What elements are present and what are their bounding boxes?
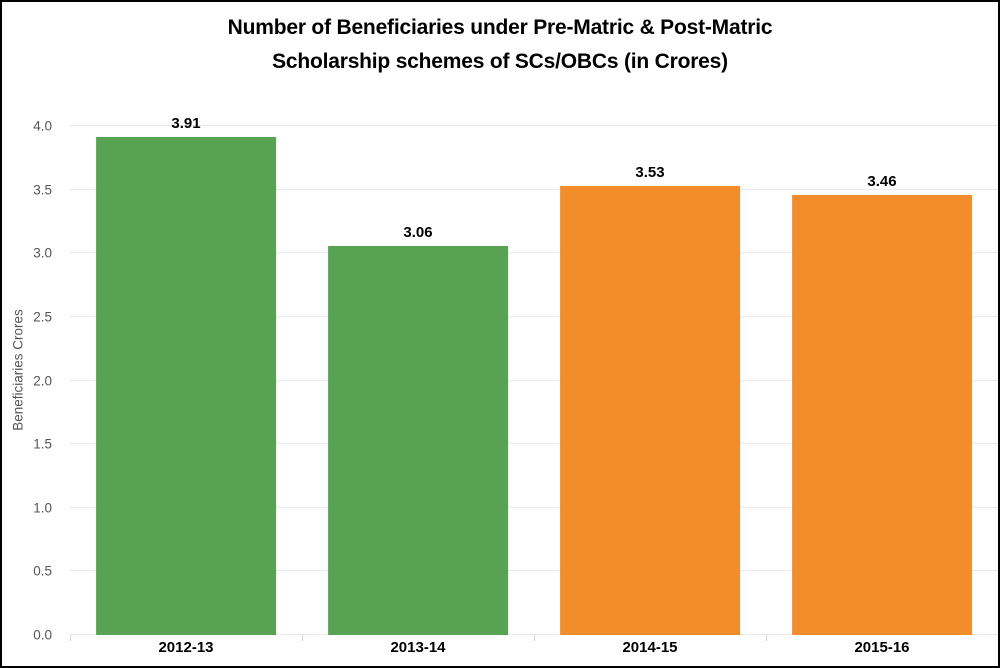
bar-value-label: 3.06 bbox=[403, 223, 433, 241]
gridline bbox=[70, 506, 998, 508]
x-boundary-tick bbox=[766, 635, 767, 641]
x-boundary-tick bbox=[998, 635, 999, 641]
gridline bbox=[70, 379, 998, 381]
y-tick-label: 3.0 bbox=[33, 245, 52, 261]
x-tick-label: 2014-15 bbox=[622, 639, 678, 656]
y-axis: 0.0 0.5 1.0 1.5 2.0 2.5 3.0 3.5 4.0 bbox=[2, 119, 58, 643]
x-boundary-tick bbox=[70, 635, 71, 641]
bar-slot: 3.46 bbox=[766, 126, 998, 635]
plot-area: 3.91 3.06 3.53 3.46 bbox=[70, 115, 998, 641]
y-tick-label: 2.0 bbox=[33, 373, 52, 388]
bar-2015-16: 3.46 bbox=[792, 173, 972, 635]
chart-title-line-2: Scholarship schemes of SCs/OBCs (in Cror… bbox=[272, 50, 728, 73]
bar-2012-13: 3.91 bbox=[96, 115, 276, 635]
y-tick-label: 1.0 bbox=[33, 500, 52, 516]
gridline bbox=[70, 634, 998, 635]
y-tick-label: 3.5 bbox=[33, 182, 52, 198]
bar-slot: 3.91 bbox=[70, 115, 302, 635]
gridline bbox=[70, 570, 998, 572]
y-tick-label: 4.0 bbox=[33, 118, 52, 134]
x-tick-label: 2015-16 bbox=[854, 639, 910, 656]
x-boundary-tick bbox=[302, 635, 303, 641]
bar-value-label: 3.91 bbox=[171, 115, 201, 133]
x-axis: 2012-13 2013-14 2014-15 2015-16 bbox=[70, 639, 998, 663]
x-tick-label: 2012-13 bbox=[158, 639, 214, 656]
gridline bbox=[70, 315, 998, 317]
bar-value-label: 3.46 bbox=[867, 172, 897, 190]
bar-value-label: 3.53 bbox=[635, 163, 665, 181]
y-tick-label: 1.5 bbox=[33, 436, 52, 452]
x-tick-label: 2013-14 bbox=[390, 639, 446, 656]
chart-title-line-1: Number of Beneficiaries under Pre-Matric… bbox=[227, 16, 773, 39]
gridline bbox=[70, 252, 998, 254]
gridline bbox=[70, 443, 998, 445]
gridline bbox=[70, 188, 998, 190]
x-boundary-tick bbox=[534, 635, 535, 641]
bar-slot: 3.06 bbox=[302, 126, 534, 635]
y-tick-label: 0.5 bbox=[33, 563, 52, 579]
bar-2014-15: 3.53 bbox=[560, 164, 740, 635]
bar-2013-14: 3.06 bbox=[328, 224, 508, 635]
gridline bbox=[70, 125, 998, 126]
chart-title: Number of Beneficiaries under Pre-Matric… bbox=[2, 11, 998, 79]
bar-slot: 3.53 bbox=[534, 126, 766, 635]
y-tick-label: 2.5 bbox=[33, 309, 52, 325]
y-tick-label: 0.0 bbox=[33, 627, 52, 643]
